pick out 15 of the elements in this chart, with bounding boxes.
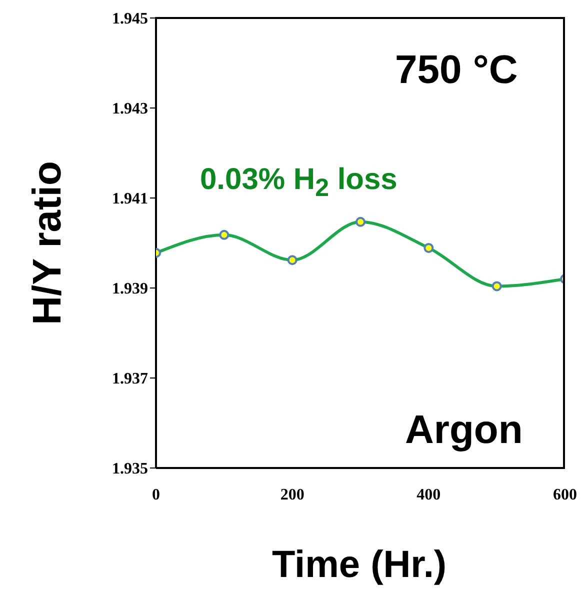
annotation: 0.03% H$_{2}$ loss (200, 163, 398, 203)
annotation: 750 °C (395, 48, 518, 93)
y-tick-label: 1.939 (112, 280, 148, 298)
y-tick-label: 1.937 (112, 370, 148, 388)
x-axis-title: Time (Hr.) (272, 544, 447, 587)
x-tick-label: 400 (416, 486, 441, 504)
x-tick-label: 200 (280, 486, 304, 504)
y-tick-label: 1.945 (112, 10, 148, 28)
y-axis-title: H/Y ratio (26, 161, 70, 325)
y-tick-label: 1.941 (112, 190, 148, 208)
y-tick-label: 1.935 (112, 460, 148, 478)
y-tick-label: 1.943 (112, 100, 148, 118)
x-tick-label: 0 (152, 486, 160, 504)
x-tick-label: 600 (553, 486, 577, 504)
annotation: Argon (405, 408, 523, 453)
